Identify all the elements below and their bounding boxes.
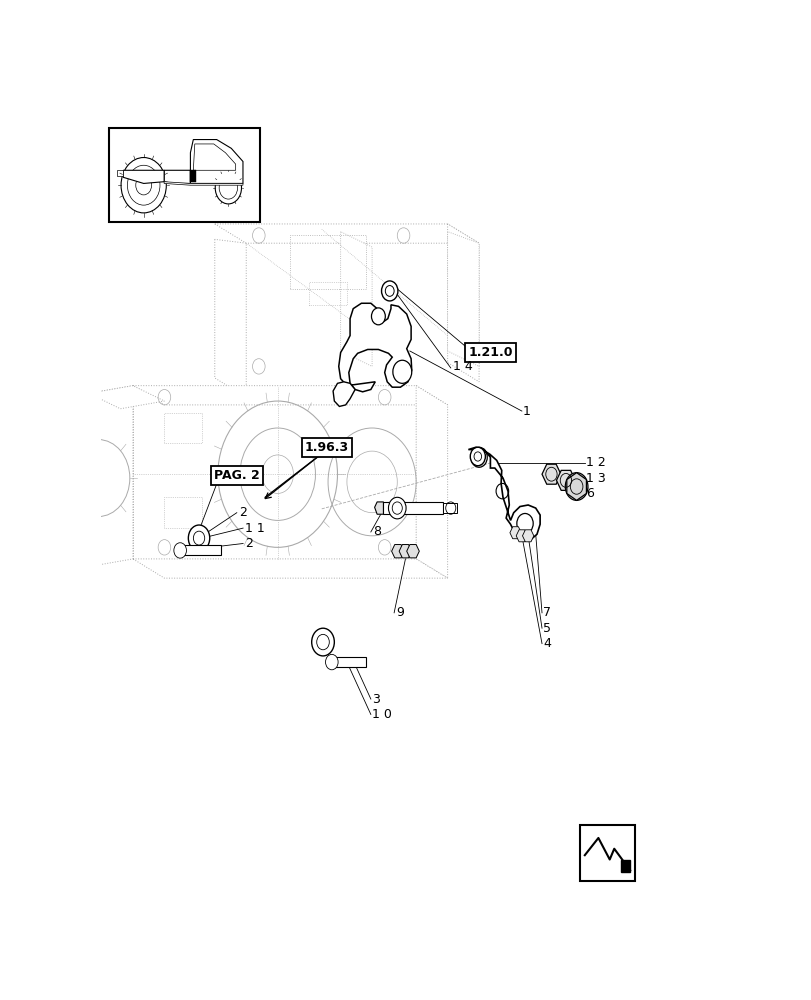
Polygon shape (118, 170, 123, 176)
Circle shape (371, 308, 385, 325)
Polygon shape (416, 386, 447, 578)
Circle shape (174, 543, 187, 558)
Polygon shape (406, 545, 418, 558)
Polygon shape (214, 224, 478, 243)
Polygon shape (509, 527, 521, 539)
Polygon shape (123, 170, 164, 183)
Bar (443, 503, 457, 513)
Text: 1 2: 1 2 (586, 456, 605, 469)
Bar (109, 128, 260, 222)
Text: 1 0: 1 0 (371, 708, 392, 721)
Circle shape (388, 497, 406, 519)
Polygon shape (620, 860, 629, 872)
Polygon shape (521, 530, 533, 542)
Bar (383, 502, 443, 514)
Polygon shape (133, 386, 416, 559)
Bar (309, 282, 346, 305)
Circle shape (325, 654, 337, 670)
Text: 9: 9 (396, 606, 403, 619)
Bar (190, 170, 196, 182)
Circle shape (311, 628, 334, 656)
Polygon shape (133, 559, 447, 578)
Text: 1 3: 1 3 (586, 472, 605, 485)
Text: PAG. 2: PAG. 2 (213, 469, 260, 482)
Polygon shape (89, 386, 133, 567)
Bar (328, 657, 365, 667)
Polygon shape (338, 303, 411, 392)
Polygon shape (190, 140, 242, 183)
Text: 4: 4 (543, 637, 551, 650)
Polygon shape (516, 530, 527, 542)
Bar (175, 545, 221, 555)
Text: 6: 6 (586, 487, 593, 500)
Polygon shape (333, 382, 354, 406)
Bar (579, 825, 634, 881)
Polygon shape (193, 144, 235, 170)
Polygon shape (566, 473, 586, 500)
Polygon shape (399, 545, 411, 558)
Text: 2: 2 (238, 506, 247, 519)
Circle shape (393, 360, 411, 383)
Polygon shape (164, 170, 190, 183)
Polygon shape (447, 232, 478, 366)
Text: 7: 7 (543, 606, 551, 619)
Polygon shape (447, 224, 478, 382)
Bar (164, 497, 202, 528)
Text: 1.21.0: 1.21.0 (468, 346, 512, 359)
Text: 1 4: 1 4 (452, 360, 472, 373)
Text: 2: 2 (245, 537, 252, 550)
Polygon shape (468, 447, 539, 540)
Text: 1: 1 (522, 405, 530, 418)
Polygon shape (214, 239, 246, 397)
Polygon shape (133, 386, 447, 405)
Text: 8: 8 (373, 525, 381, 538)
Bar (290, 235, 365, 289)
Circle shape (470, 447, 485, 466)
Polygon shape (542, 464, 560, 484)
Text: 1 1: 1 1 (245, 522, 264, 535)
Text: 5: 5 (543, 622, 551, 635)
Polygon shape (341, 232, 371, 366)
Polygon shape (164, 182, 242, 185)
Polygon shape (374, 502, 383, 514)
Polygon shape (89, 386, 164, 409)
Circle shape (564, 473, 587, 500)
Bar (164, 413, 202, 443)
Circle shape (188, 525, 209, 551)
Polygon shape (391, 545, 404, 558)
Polygon shape (556, 470, 575, 490)
Text: 1.96.3: 1.96.3 (304, 441, 349, 454)
Circle shape (381, 281, 397, 301)
Text: 3: 3 (371, 693, 380, 706)
